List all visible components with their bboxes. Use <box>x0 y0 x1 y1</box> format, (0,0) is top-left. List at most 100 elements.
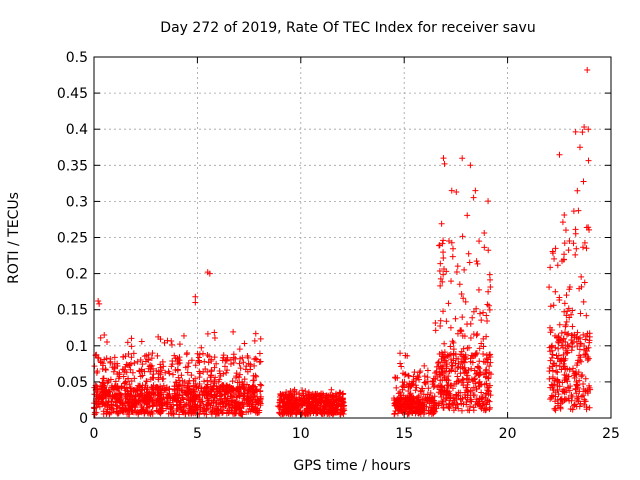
data-point <box>278 392 285 399</box>
data-point <box>448 367 455 374</box>
data-point <box>444 352 451 359</box>
data-point <box>578 358 585 365</box>
data-point <box>582 351 589 358</box>
data-point <box>208 358 215 365</box>
data-point <box>556 358 563 365</box>
data-point <box>435 400 442 407</box>
data-point <box>113 394 120 401</box>
data-point <box>329 393 336 400</box>
data-point <box>128 335 135 342</box>
data-point <box>421 362 428 369</box>
data-point <box>317 394 324 401</box>
data-point <box>122 379 129 386</box>
data-point <box>245 387 252 394</box>
data-point <box>201 410 208 417</box>
data-point <box>153 383 160 390</box>
data-point <box>99 379 106 386</box>
data-point <box>288 394 295 401</box>
data-point <box>182 389 189 396</box>
data-point <box>480 309 487 316</box>
data-point <box>215 378 222 385</box>
data-point <box>568 347 575 354</box>
data-point <box>320 403 327 410</box>
data-point <box>113 402 120 409</box>
data-point <box>122 390 129 397</box>
data-point <box>149 384 156 391</box>
data-point <box>251 337 258 344</box>
data-point <box>392 402 399 409</box>
data-point <box>549 367 556 374</box>
data-point <box>212 411 219 418</box>
data-point <box>197 370 204 377</box>
data-point <box>566 283 573 290</box>
data-point <box>585 355 592 362</box>
data-point <box>444 387 451 394</box>
data-point <box>580 331 587 338</box>
data-point <box>556 321 563 328</box>
data-point <box>196 351 203 358</box>
data-point <box>328 386 335 393</box>
data-point <box>460 376 467 383</box>
data-point <box>453 189 460 196</box>
data-point <box>126 381 133 388</box>
data-point <box>567 406 574 413</box>
data-point <box>157 371 164 378</box>
data-point <box>566 397 573 404</box>
data-point <box>291 391 298 398</box>
data-point <box>564 349 571 356</box>
data-point <box>180 332 187 339</box>
data-point <box>321 398 328 405</box>
data-point <box>418 387 425 394</box>
data-point <box>460 345 467 352</box>
data-point <box>474 330 481 337</box>
data-point <box>300 392 307 399</box>
data-point <box>149 374 156 381</box>
data-point <box>472 380 479 387</box>
data-point <box>257 388 264 395</box>
data-point <box>104 339 111 346</box>
data-point <box>148 355 155 362</box>
data-point <box>253 398 260 405</box>
data-point <box>309 407 316 414</box>
data-point <box>157 410 164 417</box>
data-point <box>449 362 456 369</box>
data-point <box>251 383 258 390</box>
data-point <box>164 403 171 410</box>
data-point <box>557 404 564 411</box>
data-point <box>554 387 561 394</box>
data-point <box>475 364 482 371</box>
data-point <box>109 364 116 371</box>
data-point <box>141 353 148 360</box>
data-point <box>487 276 494 283</box>
data-point <box>438 220 445 227</box>
data-point <box>421 373 428 380</box>
x-tick-label: 10 <box>292 426 310 442</box>
data-point <box>486 306 493 313</box>
data-point <box>576 346 583 353</box>
data-point <box>175 356 182 363</box>
data-point <box>231 404 238 411</box>
y-tick-label: 0.35 <box>57 158 88 174</box>
data-point <box>248 392 255 399</box>
data-point <box>119 405 126 412</box>
x-tick-label: 0 <box>90 426 99 442</box>
data-point <box>173 407 180 414</box>
data-point <box>100 382 107 389</box>
data-point <box>560 335 567 342</box>
data-point <box>174 355 181 362</box>
data-point <box>471 392 478 399</box>
data-point <box>477 310 484 317</box>
data-point <box>171 386 178 393</box>
data-point <box>448 187 455 194</box>
data-point <box>198 385 205 392</box>
data-point <box>487 284 494 291</box>
data-point <box>147 366 154 373</box>
data-point <box>455 405 462 412</box>
data-point <box>223 398 230 405</box>
x-tick-label: 5 <box>193 426 202 442</box>
data-point <box>125 399 132 406</box>
data-point <box>116 373 123 380</box>
data-point <box>481 229 488 236</box>
x-tick-label: 20 <box>499 426 517 442</box>
data-point <box>548 327 555 334</box>
